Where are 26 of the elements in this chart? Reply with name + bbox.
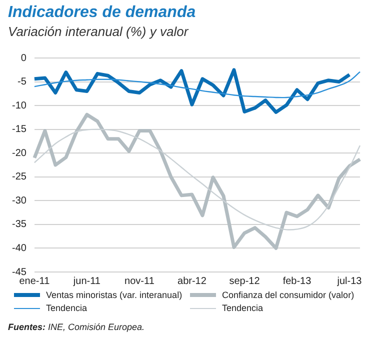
y-tick-label: -35: [12, 219, 27, 230]
legend-label: Tendencia: [46, 303, 88, 313]
line-series: [34, 71, 361, 98]
y-tick-label: -25: [12, 172, 27, 183]
x-tick-label: jun-11: [72, 276, 101, 287]
y-tick-label: -10: [12, 100, 27, 112]
y-tick-label: -15: [12, 124, 27, 136]
legend-label: Tendencia: [222, 303, 264, 313]
chart-title: Indicadores de demanda: [8, 4, 196, 22]
y-tick-label: -5: [18, 76, 27, 88]
y-tick-label: -40: [12, 242, 27, 254]
legend-label: Ventas minoristas (var. interanual): [46, 290, 182, 300]
legend-label: Confianza del consumidor (valor): [222, 290, 354, 300]
y-tick-label: -45: [12, 266, 27, 278]
x-tick-label: sep-12: [229, 276, 260, 287]
y-tick-label: 0: [20, 52, 27, 64]
x-tick-label: jul-13: [336, 276, 362, 287]
y-tick-label: -30: [12, 195, 27, 206]
chart-subtitle: Variación interanual (%) y valor: [8, 24, 188, 39]
source-note: Fuentes: INE, Comisión Europea.: [8, 322, 145, 332]
x-tick-label: ene-11: [19, 276, 50, 287]
x-tick-label: abr-12: [178, 276, 207, 287]
x-tick-label: feb-13: [282, 276, 312, 287]
y-tick-label: -20: [12, 148, 27, 159]
line-series: [34, 128, 361, 230]
x-tick-label: nov-11: [124, 276, 155, 287]
